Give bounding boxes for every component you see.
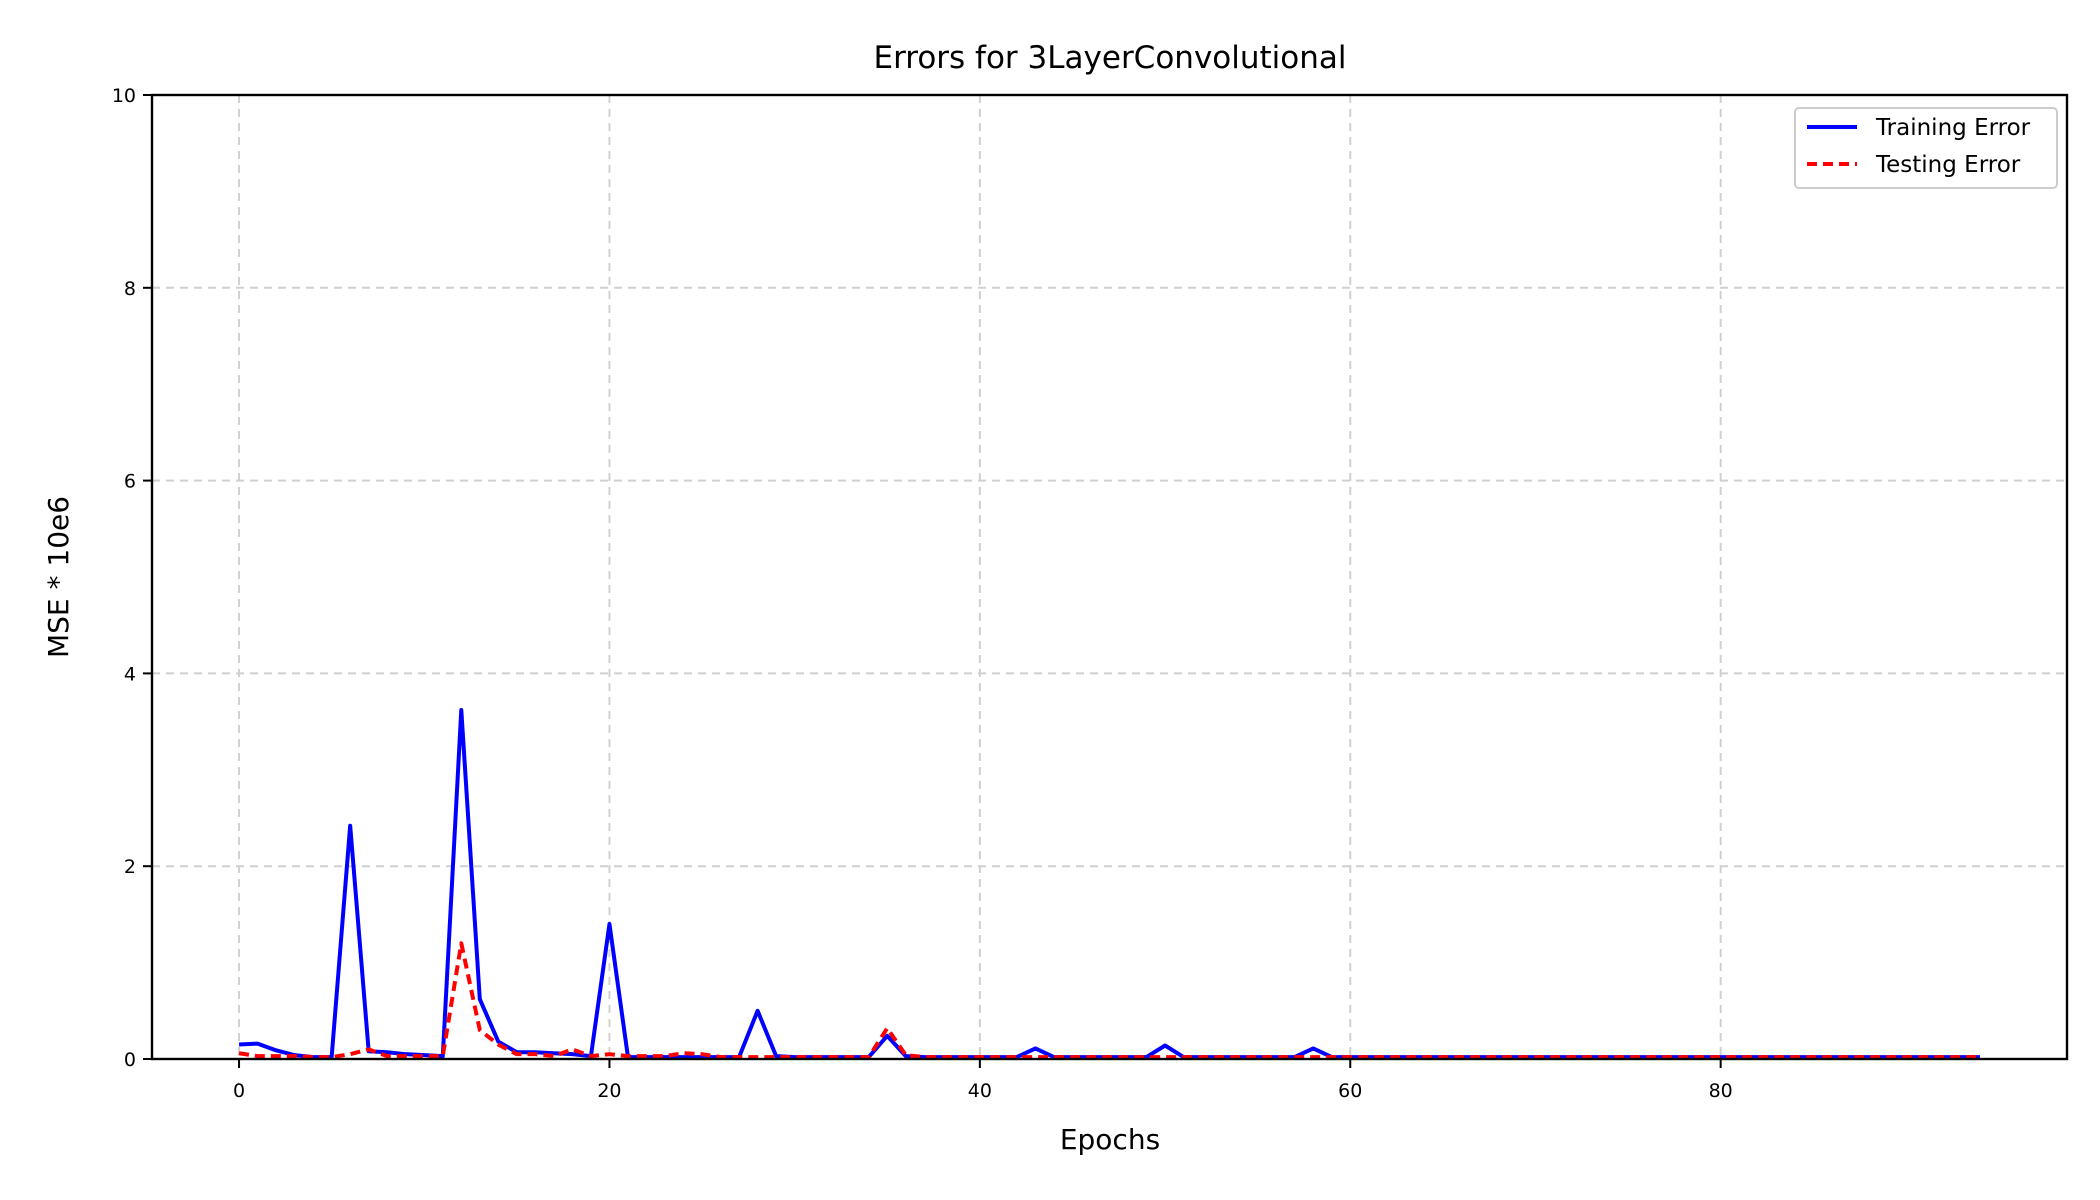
- axis-ticks: 0 20 40 60 80 0 2 4 6 8 10: [112, 85, 1733, 1102]
- y-tick-label: 4: [124, 663, 136, 685]
- grid: [152, 95, 2067, 1059]
- y-axis-label: MSE * 10e6: [42, 496, 75, 658]
- chart-title: Errors for 3LayerConvolutional: [873, 40, 1346, 76]
- y-tick-label: 2: [124, 856, 136, 878]
- x-axis-label: Epochs: [1060, 1123, 1160, 1156]
- legend-testing-label: Testing Error: [1875, 152, 2021, 178]
- legend-box: [1794, 107, 2058, 189]
- x-tick-label: 0: [233, 1080, 245, 1102]
- x-tick-label: 40: [968, 1080, 992, 1102]
- series-lines: [238, 708, 1980, 1060]
- y-tick-label: 0: [124, 1049, 136, 1071]
- legend-training-label: Training Error: [1875, 115, 2031, 141]
- plot-frame: [150, 93, 2069, 1061]
- legend: Training Error Testing Error: [1794, 107, 2058, 189]
- y-tick-label: 6: [124, 471, 136, 493]
- x-tick-label: 60: [1338, 1080, 1362, 1102]
- x-tick-label: 80: [1709, 1080, 1733, 1102]
- y-tick-label: 8: [124, 278, 136, 300]
- training-error-line: [238, 708, 1980, 1060]
- y-tick-label: 10: [112, 85, 136, 107]
- x-tick-label: 20: [597, 1080, 621, 1102]
- testing-error-line: [238, 941, 1980, 1060]
